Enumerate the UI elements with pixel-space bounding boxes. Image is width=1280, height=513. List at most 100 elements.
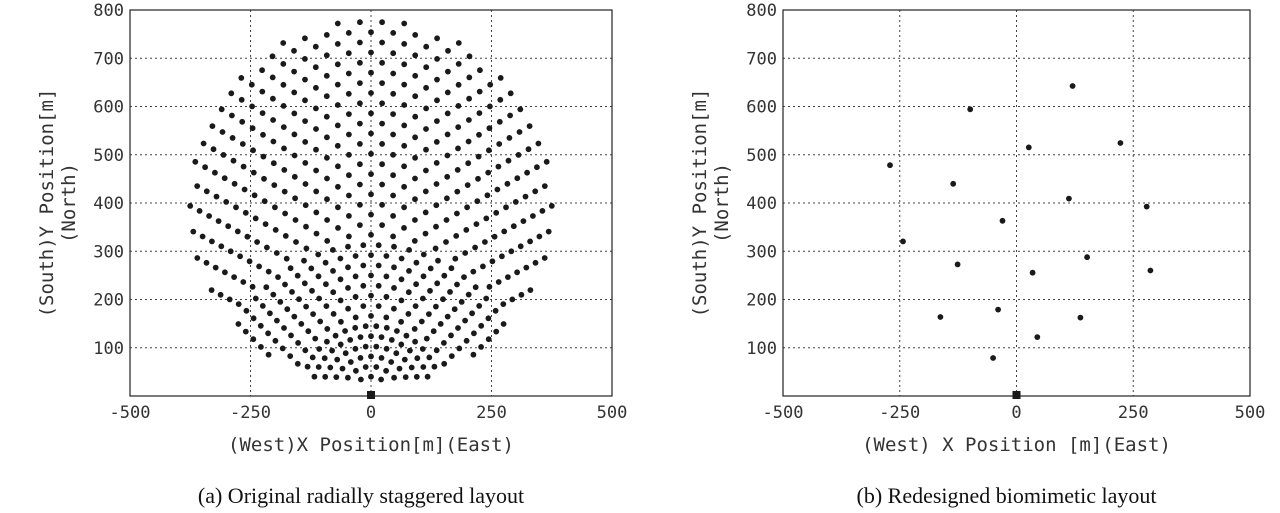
heliostat-point [272,337,279,344]
heliostat-point [291,110,298,117]
heliostat-point [444,110,451,117]
heliostat-point [368,110,374,117]
heliostat-point [277,299,284,305]
heliostat-point [280,40,287,46]
heliostat-point [412,175,418,182]
heliostat-point [238,75,245,81]
heliostat-point [282,210,288,217]
heliostat-point [420,364,427,370]
heliostat-point [244,233,251,240]
heliostat-point [458,299,465,305]
heliostat-point [274,317,280,324]
heliostat-point [412,52,419,59]
heliostat-point [461,274,467,280]
heliostat-point [470,351,477,358]
heliostat-point [362,343,369,350]
heliostat-point [486,125,493,132]
heliostat-point [484,192,491,199]
heliostat-point [368,49,374,56]
heliostat-point [357,80,363,86]
heliostat-point [287,353,294,359]
heliostat-point [203,188,210,195]
heliostat-point [265,330,271,337]
heliostat-point [455,61,462,67]
heliostat-point [228,90,235,97]
heliostat-point [368,150,374,157]
heliostat-point [433,202,440,209]
heliostat-point [401,356,408,363]
heliostat-point [313,209,320,216]
heliostat-point [357,201,363,208]
heliostat-point [281,145,287,152]
y-tick-label: 600 [746,98,777,118]
y-tick-label: 200 [93,291,124,311]
heliostat-point [483,215,490,222]
x-tick-label: 0 [1011,403,1021,423]
heliostat-point [990,355,996,361]
x-tick-label: 250 [1118,403,1149,423]
heliostat-point [296,296,302,303]
heliostat-point [323,93,330,100]
heliostat-point [352,324,359,331]
heliostat-point [487,81,494,88]
y-tick-label: 600 [93,98,124,118]
heliostat-point [394,328,400,334]
heliostat-point [504,180,511,187]
heliostat-point [332,332,339,339]
heliostat-point [335,204,341,211]
heliostat-point [259,303,266,309]
y-tick-label: 800 [746,1,777,21]
heliostat-point [219,129,226,135]
heliostat-point [466,74,473,81]
heliostat-point [375,262,382,269]
heliostat-point [1143,203,1150,210]
heliostat-point [229,135,236,141]
heliostat-point [390,70,397,77]
heliostat-point [423,105,429,112]
heliostat-point [218,106,225,113]
heliostat-point [485,169,492,176]
heliostat-point [301,257,307,264]
heliostat-point [368,252,374,258]
heliostat-point [203,259,210,266]
heliostat-point [324,134,330,141]
heliostat-point [324,217,330,223]
heliostat-point [525,146,532,153]
heliostat-point [379,59,385,66]
heliostat-point [246,258,253,265]
heliostat-point [280,61,287,67]
y-axis-label-secondary: (North) [58,163,80,243]
heliostat-point [327,364,334,371]
heliostat-point [427,265,434,272]
heliostat-point [208,287,215,293]
heliostat-point [396,365,403,372]
heliostat-point [494,186,501,193]
heliostat-point [1147,267,1154,274]
heliostat-point [279,345,286,352]
heliostat-point [445,47,451,54]
heliostat-point [967,106,974,113]
heliostat-point [335,163,341,170]
heliostat-point [289,289,295,295]
heliostat-point [401,102,408,108]
heliostat-point [412,113,419,120]
heliostat-point [486,283,493,290]
heliostat-point [455,145,461,152]
heliostat-point [375,282,382,289]
heliostat-point [433,223,439,230]
x-axis-label: (West)X Position[m](East) [228,434,514,456]
heliostat-point [267,310,273,317]
heliostat-point [242,328,249,335]
heliostat-point [522,193,529,200]
heliostat-point [293,239,299,245]
heliostat-point [391,305,397,312]
heliostat-point [334,61,341,68]
heliostat-point [291,173,298,180]
heliostat-point [368,130,374,137]
heliostat-point [237,253,244,260]
heliostat-point [383,367,389,374]
heliostat-point [256,263,262,270]
heliostat-point [455,81,462,88]
heliostat-point [443,239,449,245]
heliostat-point [463,337,470,344]
